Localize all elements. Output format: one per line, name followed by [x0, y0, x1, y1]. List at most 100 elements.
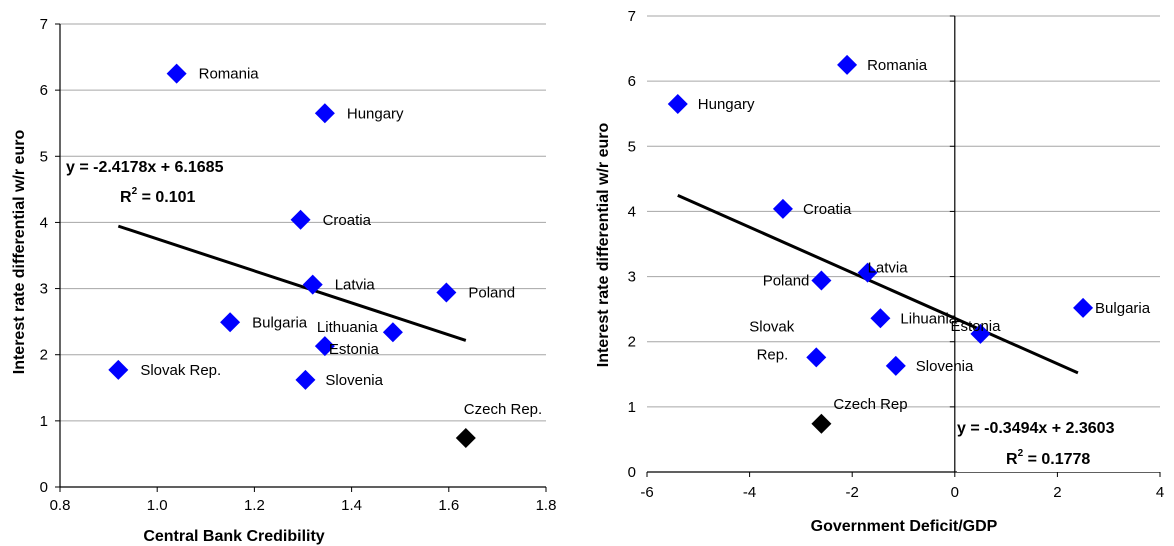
right-data-points: [667, 54, 1094, 434]
x-tick-label: 0: [951, 484, 959, 501]
point-label: Poland: [468, 285, 515, 302]
right-point-labels: Romania Hungary Croatia Latvia Poland Lihuani…: [698, 57, 1151, 413]
data-point-estonia: [970, 323, 991, 344]
point-label: Rep.: [757, 346, 789, 363]
data-point-bulgaria: [1073, 297, 1094, 318]
left-equation: y = -2.4178x + 6.1685: [66, 159, 224, 176]
right-equation-backdrop: [957, 412, 1170, 472]
left-chart: 0 1 2 3 4 5 6 7 0.8 1.0 1.2 1.4 1.6 1.8 Romania Hungar…: [11, 16, 556, 545]
y-tick-label: 3: [628, 269, 636, 286]
data-point-latvia: [302, 274, 323, 295]
data-point-romania: [166, 63, 187, 84]
right-r-squared-prefix: R: [1006, 451, 1018, 468]
point-label: Estonia: [950, 318, 1001, 335]
left-r-squared: R2 = 0.101: [120, 186, 196, 206]
x-tick-label: 1.4: [341, 497, 362, 514]
data-point-poland: [811, 270, 832, 291]
y-tick-label: 0: [628, 464, 636, 481]
right-r-squared-value: = 0.1778: [1023, 451, 1090, 468]
point-label: Slovak: [749, 318, 795, 335]
y-tick-label: 4: [40, 214, 48, 231]
right-chart: 0 1 2 3 4 5 6 7 -6 -4 -2 0 2 4 Romania Hungary Croatia L…: [595, 8, 1170, 535]
point-label: Romania: [199, 66, 260, 83]
y-tick-label: 3: [40, 281, 48, 298]
y-tick-label: 4: [628, 203, 636, 220]
point-label: Bulgaria: [252, 314, 308, 331]
left-tick-labels: 0 1 2 3 4 5 6 7 0.8 1.0 1.2 1.4 1.6 1.8: [40, 16, 557, 514]
data-point-hungary: [314, 103, 335, 124]
right-tick-labels: 0 1 2 3 4 5 6 7 -6 -4 -2 0 2 4: [628, 8, 1165, 501]
y-tick-label: 2: [40, 347, 48, 364]
point-label: Bulgaria: [1095, 300, 1151, 317]
y-tick-label: 0: [40, 479, 48, 496]
data-point-czech-rep: [811, 413, 832, 434]
point-label: Lihuania: [900, 310, 957, 327]
left-gridlines: [60, 23, 546, 422]
y-tick-label: 1: [628, 399, 636, 416]
point-label: Estonia: [329, 341, 380, 358]
x-tick-label: 4: [1156, 484, 1164, 501]
left-axes: [55, 23, 547, 492]
point-label: Lithuania: [317, 319, 379, 336]
x-tick-label: 1.6: [438, 497, 459, 514]
right-r-squared-exponent: 2: [1018, 448, 1024, 459]
y-tick-label: 1: [40, 413, 48, 430]
x-tick-label: 2: [1053, 484, 1061, 501]
y-tick-label: 5: [628, 138, 636, 155]
data-point-slovenia: [295, 369, 316, 390]
point-label: Poland: [763, 272, 810, 289]
point-label: Croatia: [803, 201, 852, 218]
y-tick-label: 7: [40, 16, 48, 33]
point-label: Romania: [867, 57, 928, 74]
point-label: Latvia: [868, 260, 909, 277]
data-point-czech-rep: [455, 428, 476, 449]
point-label: Croatia: [323, 212, 372, 229]
point-label: Latvia: [335, 277, 376, 294]
y-tick-label: 7: [628, 8, 636, 25]
point-label: Czech Rep: [833, 396, 907, 413]
data-point-slovenia: [885, 355, 906, 376]
data-point-latvia: [857, 262, 878, 283]
data-point-slovak-rep: [108, 359, 129, 380]
point-label: Slovenia: [325, 372, 383, 389]
point-label: Czech Rep.: [464, 401, 542, 418]
point-label: Slovenia: [916, 358, 974, 375]
right-gridlines: [647, 15, 1160, 408]
left-r-squared-prefix: R: [120, 189, 132, 206]
data-point-estonia: [314, 336, 335, 357]
data-point-bulgaria: [220, 312, 241, 333]
left-r-squared-value: = 0.101: [137, 189, 195, 206]
left-x-axis-title: Central Bank Credibility: [143, 528, 324, 545]
data-point-poland: [436, 282, 457, 303]
point-label: Slovak Rep.: [140, 362, 221, 379]
point-label: Hungary: [347, 105, 404, 122]
right-trendline: [677, 193, 1079, 375]
point-label: Hungary: [698, 96, 755, 113]
y-tick-label: 2: [628, 334, 636, 351]
left-data-points: [108, 63, 476, 449]
data-point-croatia: [290, 209, 311, 230]
x-tick-label: -2: [846, 484, 859, 501]
right-equation: y = -0.3494x + 2.3603: [957, 420, 1115, 437]
x-tick-label: -4: [743, 484, 756, 501]
right-x-axis-title: Government Deficit/GDP: [811, 518, 998, 535]
x-tick-label: -6: [640, 484, 653, 501]
right-r-squared: R2 = 0.1778: [1006, 448, 1090, 468]
x-tick-label: 0.8: [50, 497, 71, 514]
data-point-hungary: [667, 93, 688, 114]
x-tick-label: 1.2: [244, 497, 265, 514]
data-point-lithuania: [382, 322, 403, 343]
left-r-squared-exponent: 2: [132, 186, 138, 197]
y-tick-label: 6: [40, 82, 48, 99]
data-point-romania: [837, 54, 858, 75]
data-point-lihuania: [870, 308, 891, 329]
data-point-slovak-rep: [806, 347, 827, 368]
right-y-axis-title: Interest rate differential w/r euro: [595, 123, 612, 368]
x-tick-label: 1.8: [536, 497, 557, 514]
left-y-axis-title: Interest rate differential w/r euro: [11, 130, 28, 375]
y-tick-label: 5: [40, 148, 48, 165]
left-trendline: [117, 224, 467, 342]
data-point-croatia: [772, 198, 793, 219]
left-point-labels: Romania Hungary Croatia Latvia Poland Bulgari…: [140, 66, 542, 418]
